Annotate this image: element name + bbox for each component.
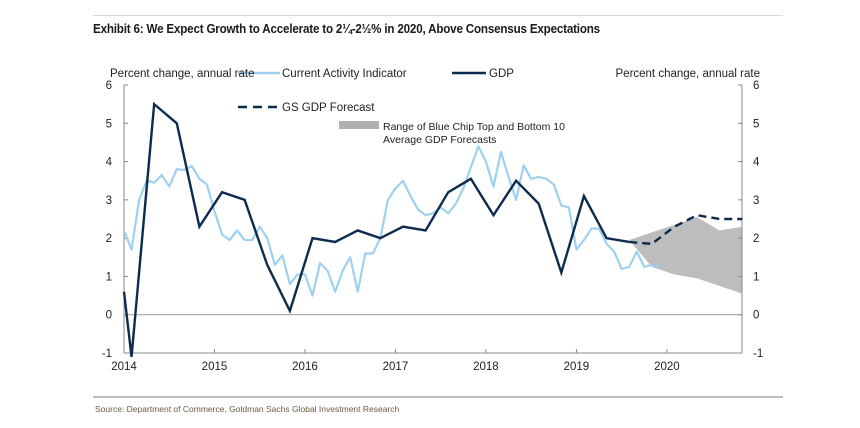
source-note: Source: Department of Commerce, Goldman … xyxy=(95,404,400,414)
x-tick-label: 2019 xyxy=(564,361,590,373)
legend-range-swatch xyxy=(339,121,379,129)
y-tick-label-right: 3 xyxy=(753,195,759,207)
x-tick-label: 2014 xyxy=(111,361,137,373)
y-tick-label-right: 5 xyxy=(753,118,759,130)
legend-range-label-line1: Range of Blue Chip Top and Bottom 10 xyxy=(383,121,565,133)
legend-cai-label: Current Activity Indicator xyxy=(282,68,407,80)
chart-title: Exhibit 6: We Expect Growth to Accelerat… xyxy=(93,22,600,36)
y-tick-label-left: 3 xyxy=(106,195,112,207)
y-tick-label-right: 1 xyxy=(753,271,759,283)
axes-layer: -1 -1 0 0 1 1 2 2 3 3 4 4 5 5 6 6 2014 2015 2016 2017 2018 20… xyxy=(102,80,763,373)
y-tick-label-left: 0 xyxy=(106,310,112,322)
y-tick-label-left: 1 xyxy=(106,271,112,283)
y-tick-label-right: 4 xyxy=(753,157,760,169)
x-tick-label: 2017 xyxy=(383,361,409,373)
legend-gdp-label: GDP xyxy=(489,68,514,80)
lines-layer xyxy=(122,101,743,357)
y-tick-label-left: 6 xyxy=(106,80,112,92)
x-tick-label: 2016 xyxy=(292,361,318,373)
top-rule xyxy=(93,15,783,16)
legend-forecast-label: GS GDP Forecast xyxy=(282,102,375,114)
x-tick-label: 2015 xyxy=(202,361,228,373)
legend-range-label-line2: Average GDP Forecasts xyxy=(383,134,496,146)
series-gs-gdp-forecast xyxy=(629,213,743,246)
legend: Current Activity Indicator GDP GS GDP Fo… xyxy=(238,68,565,146)
y-axis-right-label: Percent change, annual rate xyxy=(616,68,761,80)
y-tick-label-left: 2 xyxy=(106,233,112,245)
y-axis-left-label: Percent change, annual rate xyxy=(110,68,255,80)
y-tick-label-left: -1 xyxy=(102,348,112,360)
y-tick-label-right: 2 xyxy=(753,233,759,245)
y-tick-label-right: 6 xyxy=(753,80,759,92)
x-tick-label: 2020 xyxy=(654,361,680,373)
range-band xyxy=(629,217,743,294)
bottom-rule xyxy=(93,396,783,398)
y-tick-label-left: 4 xyxy=(106,157,113,169)
y-tick-label-right: 0 xyxy=(753,310,759,322)
y-tick-label-left: 5 xyxy=(106,118,112,130)
x-tick-label: 2018 xyxy=(473,361,499,373)
series-gdp xyxy=(122,101,630,357)
range-band-layer xyxy=(629,217,743,294)
y-tick-label-right: -1 xyxy=(753,348,763,360)
